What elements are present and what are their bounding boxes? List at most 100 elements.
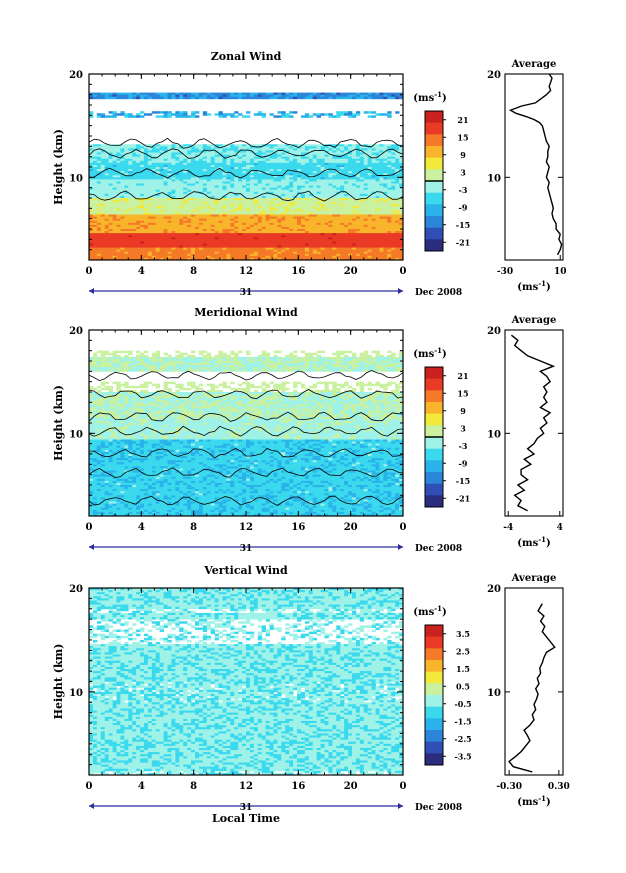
y-axis-label: Height (km)	[52, 644, 65, 720]
colorbar-swatch	[425, 695, 443, 707]
colorbar-swatch	[425, 227, 443, 240]
colorbar-swatch	[425, 648, 443, 661]
y-tick-label: 10	[69, 173, 83, 184]
day-axis-arrow-left	[89, 803, 94, 809]
x-tick-label: 0	[86, 266, 93, 277]
chart-title: Zonal Wind	[211, 50, 282, 63]
profile-x-tick-label: 10	[554, 267, 567, 277]
x-tick-label: 12	[239, 781, 253, 792]
colorbar-tick-label: -3	[459, 185, 468, 195]
y-tick-label: 10	[69, 688, 83, 699]
zero-contours	[88, 369, 404, 506]
profile-x-tick-label: 0.30	[548, 782, 570, 792]
profile-x-tick-label: -4	[503, 523, 513, 533]
profile-frame	[504, 329, 564, 517]
colorbar: 21 15 9 3 -3 -9 -15 -21 (ms-1)	[413, 346, 470, 508]
contour-line	[88, 369, 404, 382]
x-tick-label: 20	[344, 266, 358, 277]
day-axis-arrow-right	[398, 803, 403, 809]
colorbar-swatch	[425, 413, 443, 426]
colorbar-swatch	[425, 181, 443, 193]
colorbar-swatch	[425, 378, 443, 391]
colorbar-swatch	[425, 706, 443, 719]
colorbar-swatch	[425, 483, 443, 496]
colorbar-tick-label: -3.5	[454, 751, 471, 761]
colorbar-swatch	[425, 390, 443, 403]
colorbar-tick-label: -15	[456, 476, 470, 486]
chart-title: Meridional Wind	[194, 306, 298, 319]
colorbar-tick-label: 9	[460, 150, 466, 160]
colorbar-tick-label: 3.5	[456, 629, 470, 639]
heatmap-image	[89, 92, 404, 261]
y-tick-label: 10	[69, 429, 83, 440]
y-tick-label: 20	[69, 584, 83, 595]
day-label: 31	[240, 803, 253, 813]
profile-y-tick-label: 10	[487, 173, 501, 184]
panel-3: Vertical Wind 0 4 8 12 16 20 0 10 20 Height (km) 31…	[52, 564, 570, 813]
day-axis-arrow-left	[89, 544, 94, 550]
colorbar-swatch	[425, 239, 443, 252]
colorbar-unit-label: (ms-1)	[413, 90, 446, 104]
colorbar-tick-label: -9	[459, 202, 468, 212]
profile-line	[508, 73, 563, 256]
colorbar-swatch	[425, 216, 443, 228]
colorbar-tick-label: 3	[460, 423, 466, 433]
x-tick-label: 8	[190, 522, 197, 533]
x-tick-label: 0	[400, 522, 407, 533]
day-axis-arrow-left	[89, 288, 94, 294]
x-tick-label: 20	[344, 522, 358, 533]
profile-frame	[504, 73, 564, 261]
x-tick-label: 0	[400, 781, 407, 792]
contour-line	[88, 411, 404, 422]
colorbar-swatch	[425, 660, 443, 672]
colorbar: 21 15 9 3 -3 -9 -15 -21 (ms-1)	[413, 90, 470, 252]
colorbar-tick-label: -15	[456, 220, 470, 230]
colorbar-swatch	[425, 367, 443, 379]
x-tick-label: 4	[138, 781, 145, 792]
heatmap-image	[89, 350, 404, 517]
colorbar-swatch	[425, 683, 443, 696]
colorbar-swatch	[425, 122, 443, 135]
colorbar: 3.5 2.5 1.5 0.5 -0.5 -1.5 -2.5 -3.5 (ms-1)	[413, 604, 472, 766]
colorbar-tick-label: 21	[457, 371, 468, 381]
colorbar-tick-label: -9	[459, 458, 468, 468]
day-label: 31	[240, 288, 253, 298]
x-tick-label: 4	[138, 522, 145, 533]
colorbar-tick-label: -21	[456, 493, 470, 503]
colorbar-tick-label: 15	[457, 132, 468, 142]
profile-y-tick-label: 20	[487, 70, 501, 81]
colorbar-tick-label: 21	[457, 115, 468, 125]
colorbar-swatch	[425, 111, 443, 123]
y-axis-label: Height (km)	[52, 129, 65, 205]
colorbar-swatch	[425, 448, 443, 461]
contour-line	[88, 495, 404, 506]
profile-x-tick-label: -30	[497, 267, 513, 277]
profile-y-tick-label: 20	[487, 584, 501, 595]
x-tick-label: 12	[239, 522, 253, 533]
colorbar-swatch	[425, 134, 443, 147]
profile-x-label: (ms-1)	[517, 794, 550, 808]
profile-x-tick-label: 4	[557, 523, 563, 533]
heatmap-image	[89, 588, 404, 776]
colorbar-swatch	[425, 402, 443, 414]
profile-title: Average	[511, 59, 557, 70]
colorbar-tick-label: -0.5	[454, 699, 471, 709]
colorbar-tick-label: 9	[460, 406, 466, 416]
month-label: Dec 2008	[415, 803, 462, 813]
x-tick-label: 4	[138, 266, 145, 277]
colorbar-swatch	[425, 730, 443, 742]
colorbar-swatch	[425, 718, 443, 731]
y-tick-label: 20	[69, 70, 83, 81]
profile-y-tick-label: 10	[487, 429, 501, 440]
colorbar-swatch	[425, 157, 443, 170]
x-tick-label: 0	[86, 522, 93, 533]
x-tick-label: 8	[190, 266, 197, 277]
colorbar-swatch	[425, 671, 443, 684]
average-profile: Average 10 20 -0.30 0.30 (ms-1)	[487, 573, 570, 808]
contour-line	[88, 448, 404, 459]
colorbar-frame	[424, 624, 444, 766]
zero-contours	[88, 137, 404, 202]
profile-frame	[504, 587, 564, 776]
colorbar-swatch	[425, 460, 443, 473]
profile-y-tick-label: 10	[487, 688, 501, 699]
